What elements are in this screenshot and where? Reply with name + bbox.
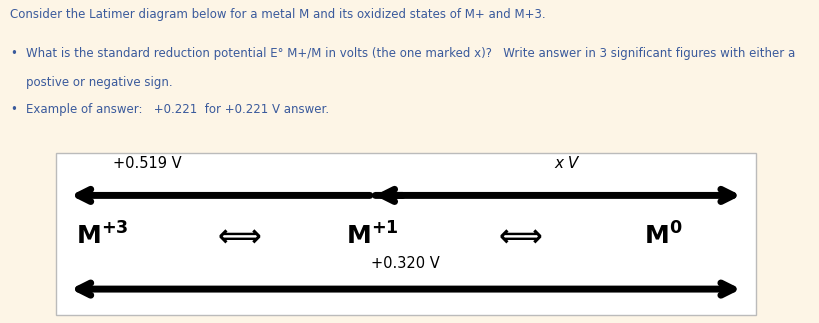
Text: •: • bbox=[10, 103, 16, 116]
Text: $\mathbf{\Longleftrightarrow}$: $\mathbf{\Longleftrightarrow}$ bbox=[212, 221, 263, 250]
Text: Consider the Latimer diagram below for a metal M and its oxidized states of M+ a: Consider the Latimer diagram below for a… bbox=[10, 8, 545, 21]
Text: $\mathbf{M^{+3}}$: $\mathbf{M^{+3}}$ bbox=[76, 222, 129, 249]
Text: $\mathbf{M^{+1}}$: $\mathbf{M^{+1}}$ bbox=[346, 222, 399, 249]
Text: +0.320 V: +0.320 V bbox=[372, 256, 440, 271]
Text: Example of answer:   +0.221  for +0.221 V answer.: Example of answer: +0.221 for +0.221 V a… bbox=[26, 103, 329, 116]
Text: $\mathbf{M^{0}}$: $\mathbf{M^{0}}$ bbox=[644, 222, 683, 249]
Bar bbox=[56, 153, 756, 315]
Text: What is the standard reduction potential E° M+/M in volts (the one marked x)?   : What is the standard reduction potential… bbox=[26, 47, 795, 60]
Text: postive or negative sign.: postive or negative sign. bbox=[26, 76, 173, 89]
Text: x V: x V bbox=[554, 156, 578, 171]
Text: •: • bbox=[10, 47, 16, 60]
Text: $\mathbf{\Longleftrightarrow}$: $\mathbf{\Longleftrightarrow}$ bbox=[493, 221, 543, 250]
Text: +0.519 V: +0.519 V bbox=[113, 156, 182, 171]
